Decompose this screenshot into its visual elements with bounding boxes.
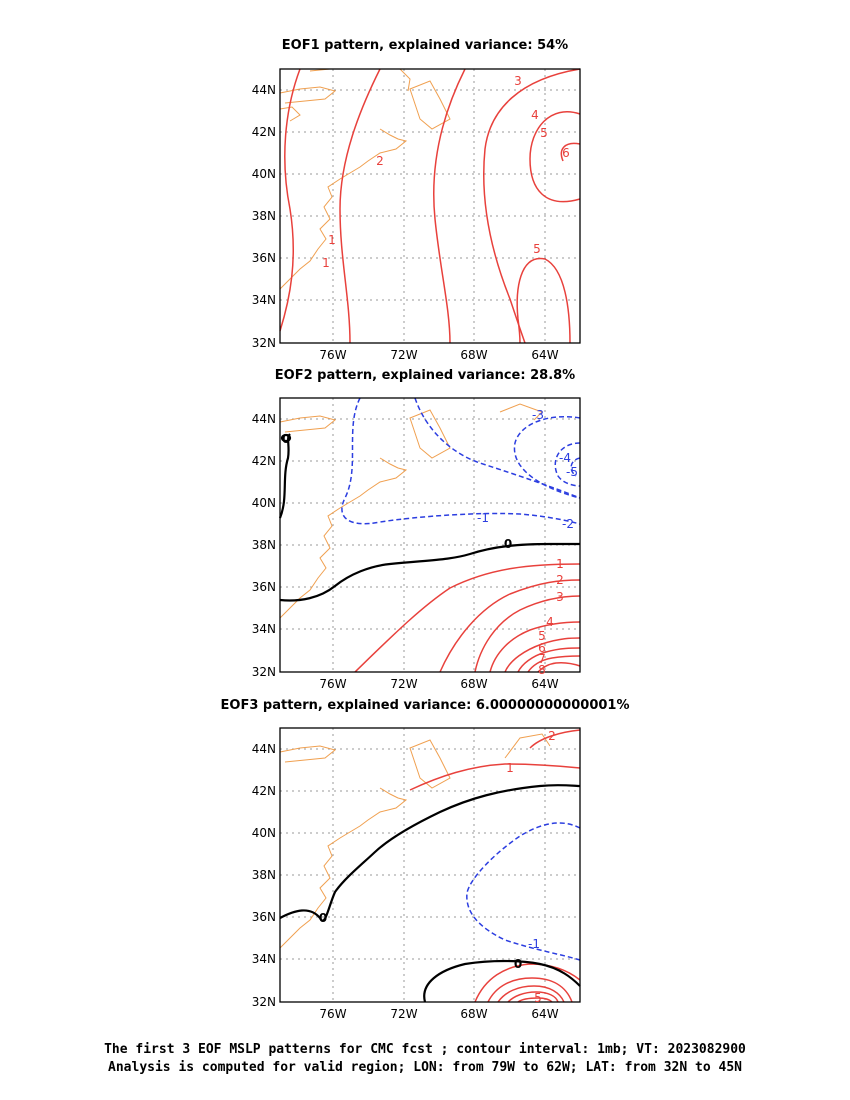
- footer-line-1: The first 3 EOF MSLP patterns for CMC fc…: [104, 1042, 746, 1057]
- footer-line-2: Analysis is computed for valid region; L…: [108, 1060, 742, 1075]
- contour-label: 0: [514, 957, 522, 971]
- lon-label-76W: 76W: [319, 348, 346, 362]
- lat-label-42N: 42N: [252, 125, 276, 139]
- contour-label: 5: [534, 991, 542, 1005]
- contour-label: 5: [538, 629, 546, 643]
- lon-tick-labels: 76W 72W 68W 64W: [319, 677, 558, 691]
- contour-label: -4: [559, 451, 571, 465]
- contour-label: -3: [532, 408, 544, 422]
- map-frame: 44N 42N 40N 38N 36N 34N 32N 76W 72W 68W …: [252, 397, 581, 691]
- lon-label-72W: 72W: [390, 348, 417, 362]
- contour-label: 5: [540, 126, 548, 140]
- lon-label-64W: 64W: [531, 348, 558, 362]
- contour-label: 4: [546, 615, 554, 629]
- lat-tick-labels: 44N 42N 40N 38N 36N 34N 32N: [252, 412, 276, 679]
- contour-labels-positive: 1 2 3 4 5 6 7 8: [538, 557, 564, 677]
- coastline: [279, 733, 551, 949]
- contours-positive: [409, 729, 581, 1003]
- lat-label-44N: 44N: [252, 83, 276, 97]
- panel3-title: EOF3 pattern, explained variance: 6.0000…: [220, 698, 630, 713]
- contour-label: 2: [376, 154, 384, 168]
- lat-label-34N: 34N: [252, 293, 276, 307]
- contour-label: 8: [538, 663, 546, 677]
- lat-label-40N: 40N: [252, 826, 276, 840]
- lat-label-38N: 38N: [252, 538, 276, 552]
- axis-frame: [279, 727, 581, 1003]
- contour-label: 2: [556, 573, 564, 587]
- gridlines: [280, 69, 580, 343]
- contours-zero: [279, 784, 581, 1003]
- contour-label: 0: [282, 432, 290, 446]
- contour-label: 4: [531, 108, 539, 122]
- eof2-map: 44N 42N 40N 38N 36N 34N 32N 76W 72W 68W …: [252, 397, 581, 691]
- lat-tick-labels: 44N 42N 40N 38N 36N 34N 32N: [252, 83, 276, 350]
- lat-label-32N: 32N: [252, 665, 276, 679]
- lat-label-40N: 40N: [252, 167, 276, 181]
- lat-label-34N: 34N: [252, 622, 276, 636]
- lat-label-42N: 42N: [252, 454, 276, 468]
- contour-label: 0: [504, 537, 512, 551]
- lat-label-38N: 38N: [252, 868, 276, 882]
- contours-zero: [278, 433, 580, 602]
- lat-label-44N: 44N: [252, 412, 276, 426]
- lat-label-32N: 32N: [252, 336, 276, 350]
- contour-labels-zero: 0 0: [282, 432, 512, 551]
- contour-label: -1: [477, 511, 489, 525]
- panel1-title: EOF1 pattern, explained variance: 54%: [281, 38, 569, 53]
- coastline: [279, 68, 451, 290]
- lon-label-72W: 72W: [390, 677, 417, 691]
- contour-label: 3: [556, 590, 564, 604]
- lat-label-34N: 34N: [252, 952, 276, 966]
- contour-label: -5: [566, 465, 578, 479]
- lon-label-68W: 68W: [460, 348, 487, 362]
- lat-label-36N: 36N: [252, 251, 276, 265]
- contour-label: 6: [538, 641, 546, 655]
- eof3-map: 44N 42N 40N 38N 36N 34N 32N 76W 72W 68W …: [252, 727, 581, 1021]
- map-frame: 44N 42N 40N 38N 36N 34N 32N 76W 72W 68W …: [252, 727, 581, 1021]
- lon-label-76W: 76W: [319, 677, 346, 691]
- contour-labels: 3 4 5 6 2 1 1 5: [322, 74, 570, 270]
- contour-labels-negative: -3 -4 -5 -2 -1: [477, 408, 578, 531]
- contour-label: 6: [562, 146, 570, 160]
- gridlines: [280, 728, 580, 1002]
- lon-label-68W: 68W: [460, 1007, 487, 1021]
- eof1-map: 44N 42N 40N 38N 36N 34N 32N 76W 72W 68W …: [252, 68, 581, 362]
- contour-label: -1: [528, 937, 540, 951]
- lon-label-76W: 76W: [319, 1007, 346, 1021]
- contour-label: 1: [506, 761, 514, 775]
- contour-label: 7: [538, 652, 546, 666]
- panel2-title: EOF2 pattern, explained variance: 28.8%: [274, 368, 576, 383]
- axis-frame: [279, 68, 581, 344]
- contour-label: 0: [319, 911, 327, 925]
- lat-label-40N: 40N: [252, 496, 276, 510]
- contours-positive: [354, 563, 581, 673]
- lat-label-38N: 38N: [252, 209, 276, 223]
- lat-label-36N: 36N: [252, 910, 276, 924]
- lon-tick-labels: 76W 72W 68W 64W: [319, 348, 558, 362]
- contours-positive: [279, 68, 581, 344]
- contour-label: 3: [514, 74, 522, 88]
- lon-tick-labels: 76W 72W 68W 64W: [319, 1007, 558, 1021]
- contour-label: -2: [562, 517, 574, 531]
- lat-label-32N: 32N: [252, 995, 276, 1009]
- lon-label-68W: 68W: [460, 677, 487, 691]
- contours-negative: [341, 397, 581, 525]
- lon-label-64W: 64W: [531, 677, 558, 691]
- lat-label-36N: 36N: [252, 580, 276, 594]
- lat-label-42N: 42N: [252, 784, 276, 798]
- lat-tick-labels: 44N 42N 40N 38N 36N 34N 32N: [252, 742, 276, 1009]
- lon-label-64W: 64W: [531, 1007, 558, 1021]
- contour-labels: 2 1 0 -1 0 5: [319, 729, 556, 1005]
- contours-negative: [466, 822, 581, 961]
- map-frame: 44N 42N 40N 38N 36N 34N 32N 76W 72W 68W …: [252, 68, 581, 362]
- contour-label: 1: [322, 256, 330, 270]
- coastline: [279, 403, 543, 619]
- contour-label: 2: [548, 729, 556, 743]
- lat-label-44N: 44N: [252, 742, 276, 756]
- lon-label-72W: 72W: [390, 1007, 417, 1021]
- contour-label: 1: [556, 557, 564, 571]
- contour-label: 1: [328, 233, 336, 247]
- axis-frame: [279, 397, 581, 673]
- contour-label: 5: [533, 242, 541, 256]
